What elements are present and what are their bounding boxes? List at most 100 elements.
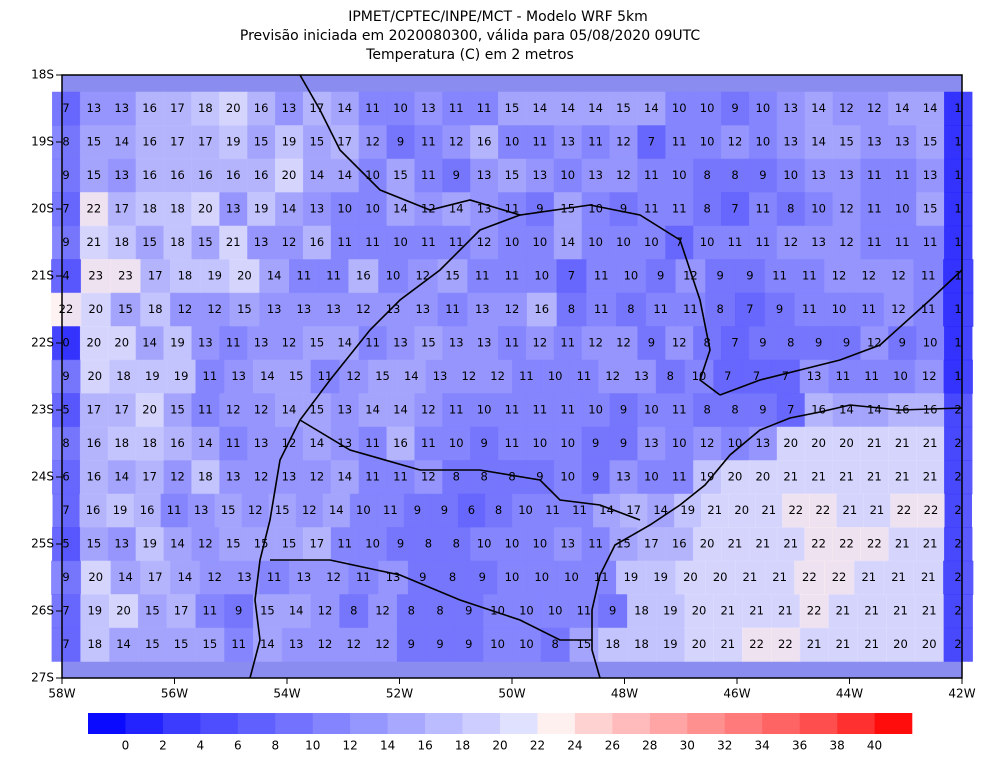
temperature-cell bbox=[804, 460, 834, 495]
temperature-cell bbox=[79, 326, 109, 361]
temperature-cell bbox=[832, 426, 861, 461]
temperature-cell bbox=[358, 527, 388, 562]
colorbar-label: 22 bbox=[530, 739, 545, 753]
temperature-value: 10 bbox=[519, 604, 534, 618]
temperature-cell bbox=[748, 158, 778, 193]
temperature-cell bbox=[386, 326, 415, 361]
temperature-cell bbox=[310, 359, 340, 394]
temperature-cell bbox=[467, 560, 498, 595]
temperature-cell bbox=[598, 594, 628, 629]
temperature-value: 10 bbox=[895, 202, 910, 216]
temperature-cell bbox=[586, 292, 617, 327]
temperature-cell bbox=[776, 192, 806, 227]
temperature-cell bbox=[888, 225, 917, 260]
temperature-value: 12 bbox=[891, 269, 906, 283]
temperature-value: 10 bbox=[700, 135, 715, 149]
colorbar: 0 2 4 6 8 10 12 14 16 18 20 22 24 26 28 30 32 34 36 38 40 bbox=[88, 713, 913, 753]
temperature-value: 20 bbox=[700, 537, 715, 551]
temperature-value: 19 bbox=[282, 135, 297, 149]
temperature-value: 14 bbox=[337, 101, 352, 115]
temperature-cell bbox=[135, 125, 165, 160]
temperature-value: 10 bbox=[700, 101, 715, 115]
temperature-value: 9 bbox=[62, 168, 69, 182]
lat-label: 25S bbox=[31, 537, 54, 551]
temperature-value: 14 bbox=[653, 503, 668, 517]
temperature-value: 20 bbox=[88, 570, 103, 584]
temperature-value: 20 bbox=[88, 302, 103, 316]
temperature-value: 20 bbox=[282, 168, 297, 182]
temperature-cell bbox=[275, 125, 304, 160]
temperature-value: 19 bbox=[663, 637, 678, 651]
temperature-value: 9 bbox=[716, 269, 723, 283]
temperature-value: 14 bbox=[289, 604, 304, 618]
temperature-cell bbox=[498, 158, 527, 193]
temperature-cell bbox=[52, 225, 81, 260]
temperature-value: 11 bbox=[545, 503, 560, 517]
temperature-cell bbox=[883, 292, 914, 327]
temperature-cell bbox=[79, 225, 109, 260]
temperature-value: 21 bbox=[921, 570, 936, 584]
temperature-value: 11 bbox=[895, 168, 910, 182]
temperature-cell bbox=[275, 225, 304, 260]
temperature-value: 10 bbox=[393, 235, 408, 249]
temperature-value: 8 bbox=[350, 604, 357, 618]
temperature-cell bbox=[748, 527, 778, 562]
temperature-cell bbox=[386, 91, 415, 126]
temperature-value: 18 bbox=[198, 470, 213, 484]
temperature-value: 1 bbox=[954, 302, 961, 316]
lat-label: 24S bbox=[31, 470, 54, 484]
temperature-value: 10 bbox=[533, 537, 548, 551]
temperature-value: 11 bbox=[203, 604, 218, 618]
temperature-cell bbox=[581, 225, 611, 260]
lon-label: 56W bbox=[161, 687, 188, 701]
temperature-value: 12 bbox=[375, 637, 390, 651]
temperature-cell bbox=[748, 460, 778, 495]
temperature-cell bbox=[378, 560, 409, 595]
temperature-cell bbox=[107, 527, 137, 562]
temperature-cell bbox=[824, 560, 855, 595]
temperature-cell bbox=[637, 527, 666, 562]
temperature-value: 21 bbox=[923, 470, 938, 484]
temperature-cell bbox=[917, 493, 945, 528]
temperature-value: 15 bbox=[393, 168, 408, 182]
temperature-cell bbox=[525, 158, 555, 193]
temperature-cell bbox=[863, 493, 891, 528]
temperature-value: 13 bbox=[415, 302, 430, 316]
temperature-cell bbox=[247, 192, 276, 227]
temperature-value: 13 bbox=[231, 369, 246, 383]
temperature-value: 20 bbox=[811, 436, 826, 450]
temperature-value: 11 bbox=[445, 302, 460, 316]
temperature-value: 12 bbox=[356, 302, 371, 316]
lat-label: 22S bbox=[31, 336, 54, 350]
temperature-value: 16 bbox=[534, 302, 549, 316]
temperature-value: 12 bbox=[318, 637, 333, 651]
colorbar-label: 38 bbox=[829, 739, 844, 753]
temperature-cell bbox=[944, 493, 973, 528]
temperature-value: 11 bbox=[337, 235, 352, 249]
temperature-value: 13 bbox=[198, 336, 213, 350]
temperature-value: 7 bbox=[62, 101, 69, 115]
temperature-cell bbox=[187, 493, 216, 528]
temperature-value: 21 bbox=[836, 604, 851, 618]
temperature-value: 21 bbox=[867, 436, 882, 450]
temperature-value: 18 bbox=[170, 235, 185, 249]
temperature-cell bbox=[407, 292, 439, 327]
temperature-cell bbox=[259, 292, 290, 327]
temperature-cell bbox=[526, 259, 558, 294]
temperature-value: 10 bbox=[923, 336, 938, 350]
temperature-cell bbox=[79, 527, 109, 562]
temperature-cell bbox=[637, 326, 666, 361]
temperature-cell bbox=[163, 192, 192, 227]
temperature-value: 13 bbox=[839, 168, 854, 182]
temperature-value: 20 bbox=[713, 570, 728, 584]
temperature-value: 13 bbox=[560, 537, 575, 551]
temperature-value: 14 bbox=[404, 369, 419, 383]
temperature-value: 20 bbox=[87, 369, 102, 383]
temperature-value: 16 bbox=[142, 101, 157, 115]
temperature-cell bbox=[247, 393, 276, 428]
temperature-value: 11 bbox=[895, 235, 910, 249]
temperature-cell bbox=[470, 192, 499, 227]
temperature-cell bbox=[609, 426, 638, 461]
temperature-cell bbox=[386, 225, 415, 260]
